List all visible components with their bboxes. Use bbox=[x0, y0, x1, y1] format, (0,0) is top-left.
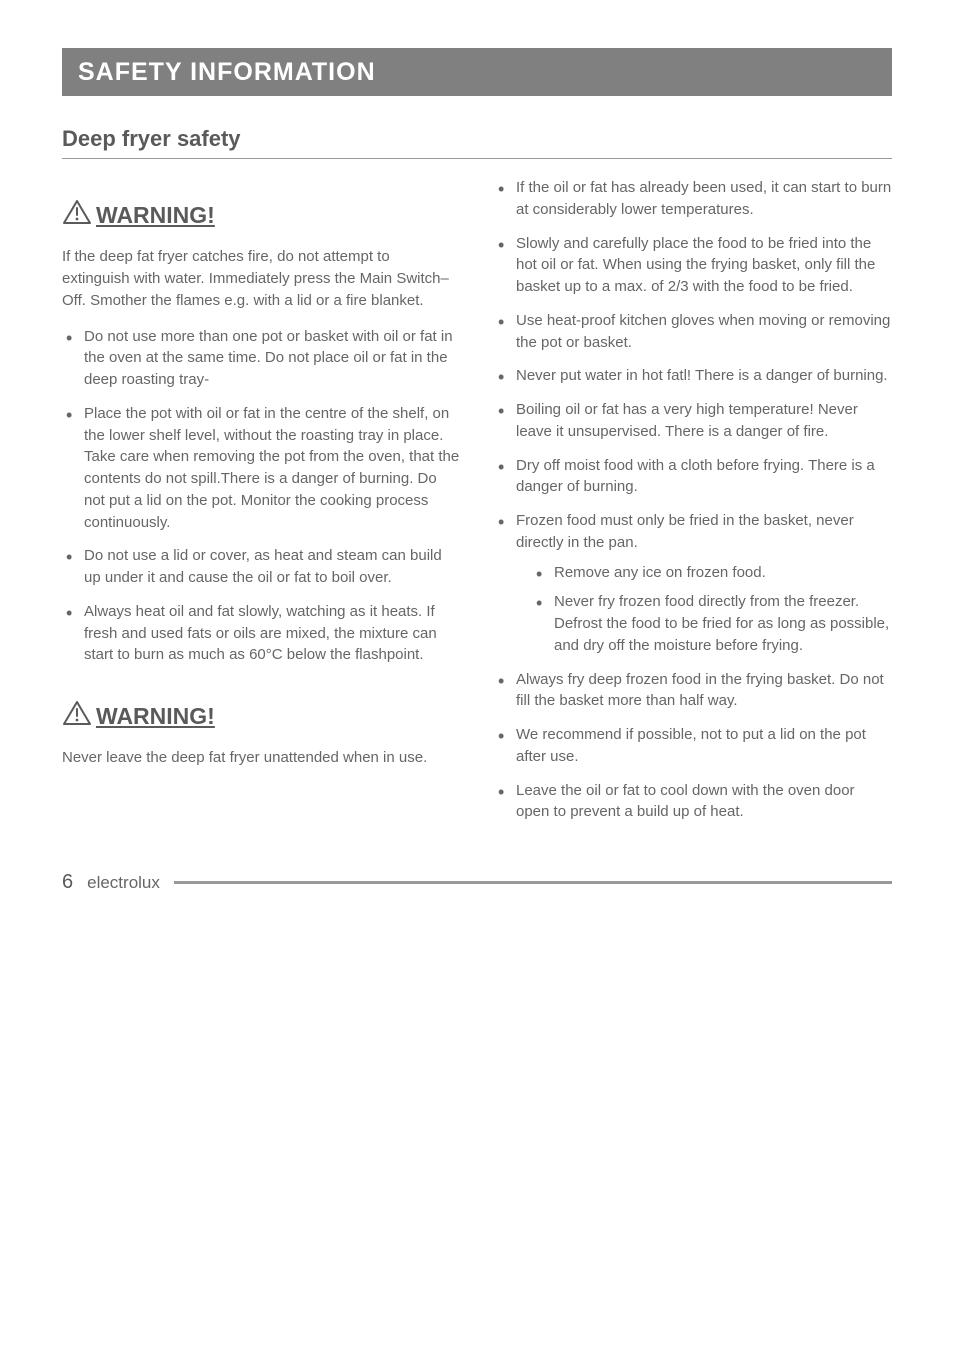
list-item: Use heat-proof kitchen gloves when movin… bbox=[494, 310, 892, 354]
warning1-intro: If the deep fat fryer catches fire, do n… bbox=[62, 246, 460, 311]
list-item: Always fry deep frozen food in the fryin… bbox=[494, 669, 892, 713]
list-item: Never put water in hot fatl! There is a … bbox=[494, 365, 892, 387]
list-item: Dry off moist food with a cloth before f… bbox=[494, 455, 892, 499]
warning-header-2: WARNING! bbox=[62, 700, 460, 733]
left-column: WARNING! If the deep fat fryer catches f… bbox=[62, 177, 460, 835]
list-item: Frozen food must only be fried in the ba… bbox=[494, 510, 892, 657]
header-bar: SAFETY INFORMATION bbox=[62, 48, 892, 96]
list-item: Slowly and carefully place the food to b… bbox=[494, 233, 892, 298]
list-item: Place the pot with oil or fat in the cen… bbox=[62, 403, 460, 534]
list-item: Always heat oil and fat slowly, watching… bbox=[62, 601, 460, 666]
section-divider bbox=[62, 158, 892, 159]
list-item: We recommend if possible, not to put a l… bbox=[494, 724, 892, 768]
two-column-layout: WARNING! If the deep fat fryer catches f… bbox=[62, 177, 892, 835]
footer-divider bbox=[174, 881, 892, 884]
section-title: Deep fryer safety bbox=[62, 126, 892, 152]
list-item: Do not use more than one pot or basket w… bbox=[62, 326, 460, 391]
list-item: Do not use a lid or cover, as heat and s… bbox=[62, 545, 460, 589]
header-title: SAFETY INFORMATION bbox=[78, 58, 376, 87]
list-item: Boiling oil or fat has a very high tempe… bbox=[494, 399, 892, 443]
warning-label-2: WARNING! bbox=[96, 700, 215, 733]
list-item-text: Frozen food must only be fried in the ba… bbox=[516, 512, 854, 551]
nested-list: Remove any ice on frozen food. Never fry… bbox=[516, 562, 892, 657]
right-column: If the oil or fat has already been used,… bbox=[494, 177, 892, 835]
warning-label-1: WARNING! bbox=[96, 199, 215, 232]
list-item: Remove any ice on frozen food. bbox=[516, 562, 892, 584]
right-list-1: If the oil or fat has already been used,… bbox=[494, 177, 892, 823]
list-item: If the oil or fat has already been used,… bbox=[494, 177, 892, 221]
footer-brand: electrolux bbox=[87, 873, 160, 893]
warning2-para: Never leave the deep fat fryer unattende… bbox=[62, 747, 460, 769]
warning-triangle-icon bbox=[62, 700, 92, 733]
warning-triangle-icon bbox=[62, 199, 92, 232]
page-number: 6 bbox=[62, 871, 73, 894]
warning1-list: Do not use more than one pot or basket w… bbox=[62, 326, 460, 679]
warning-header-1: WARNING! bbox=[62, 199, 460, 232]
footer: 6 electrolux bbox=[62, 871, 892, 894]
list-item: Leave the oil or fat to cool down with t… bbox=[494, 780, 892, 824]
list-item: Never fry frozen food directly from the … bbox=[516, 591, 892, 656]
